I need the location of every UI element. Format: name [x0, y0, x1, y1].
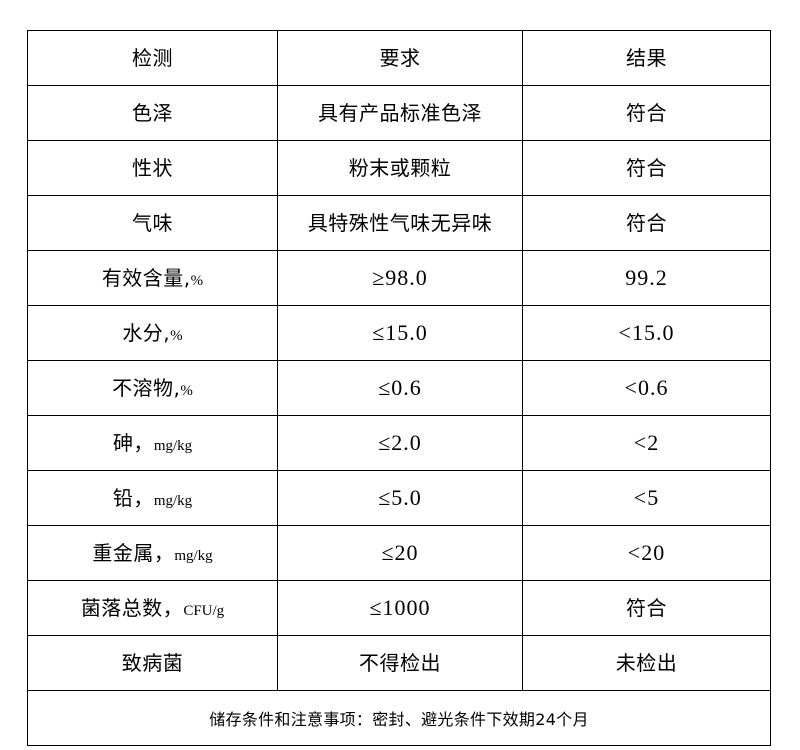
- item-label: 气味: [132, 210, 173, 235]
- result-value: <20: [627, 540, 666, 566]
- cell-requirement: ≤20: [277, 525, 523, 581]
- item-label: 水分,: [122, 320, 171, 345]
- cell-item: 砷，mg/kg: [27, 415, 278, 471]
- column-header-result: 结果: [522, 30, 771, 86]
- cell-result: <5: [522, 470, 771, 526]
- table-header-row: 检测 要求 结果: [27, 30, 771, 86]
- table-body: 色泽 具有产品标准色泽 符合 性状 粉末或颗粒 符合 气味 具特殊性气味无异味 符合 有效含量,%…: [27, 85, 771, 691]
- cell-requirement: ≤15.0: [277, 305, 523, 361]
- item-label: 重金属，: [92, 540, 175, 565]
- cell-item: 致病菌: [27, 635, 278, 691]
- cell-item: 有效含量,%: [27, 250, 278, 306]
- result-value: <5: [633, 485, 660, 511]
- cell-result: 符合: [522, 140, 771, 196]
- requirement-value: 不得检出: [359, 650, 441, 675]
- table-row: 色泽 具有产品标准色泽 符合: [27, 85, 771, 141]
- cell-requirement: 具特殊性气味无异味: [277, 195, 523, 251]
- cell-result: 符合: [522, 580, 771, 636]
- table-row: 有效含量,% ≥98.0 99.2: [27, 250, 771, 306]
- table-row: 菌落总数，CFU/g ≤1000 符合: [27, 580, 771, 636]
- table-row: 水分,% ≤15.0 <15.0: [27, 305, 771, 361]
- requirement-value: ≤1000: [369, 595, 431, 621]
- requirement-value: 粉末或颗粒: [348, 155, 452, 180]
- item-label: 砷，: [112, 430, 154, 455]
- table-row: 性状 粉末或颗粒 符合: [27, 140, 771, 196]
- result-value: 未检出: [615, 650, 678, 675]
- item-label: 致病菌: [121, 650, 184, 675]
- requirement-value: ≤0.6: [378, 375, 422, 401]
- result-value: 符合: [626, 155, 667, 180]
- requirement-value: ≤15.0: [372, 320, 428, 346]
- cell-result: <2: [522, 415, 771, 471]
- column-header-item: 检测: [27, 30, 278, 86]
- cell-result: <15.0: [522, 305, 771, 361]
- result-value: <0.6: [624, 375, 669, 401]
- result-value: <2: [633, 430, 660, 456]
- cell-item: 性状: [27, 140, 278, 196]
- table-row: 砷，mg/kg ≤2.0 <2: [27, 415, 771, 471]
- cell-result: <0.6: [522, 360, 771, 416]
- cell-requirement: ≤0.6: [277, 360, 523, 416]
- cell-result: 99.2: [522, 250, 771, 306]
- item-unit: %: [170, 327, 183, 344]
- table-row: 气味 具特殊性气味无异味 符合: [27, 195, 771, 251]
- requirement-value: ≤20: [381, 540, 419, 566]
- table-row: 致病菌 不得检出 未检出: [27, 635, 771, 691]
- item-label: 色泽: [132, 100, 173, 125]
- product-specification-table: 检测 要求 结果 色泽 具有产品标准色泽 符合 性状 粉末或颗粒 符合 气味 具特殊性气味无异…: [27, 30, 771, 746]
- cell-result: 未检出: [522, 635, 771, 691]
- cell-requirement: 不得检出: [277, 635, 523, 691]
- cell-requirement: ≥98.0: [277, 250, 523, 306]
- cell-item: 气味: [27, 195, 278, 251]
- cell-requirement: ≤5.0: [277, 470, 523, 526]
- cell-item: 铅，mg/kg: [27, 470, 278, 526]
- spec-table-container: 检测 要求 结果 色泽 具有产品标准色泽 符合 性状 粉末或颗粒 符合 气味 具特殊性气味无异…: [27, 30, 771, 746]
- item-label: 铅，: [112, 485, 154, 510]
- table-row: 铅，mg/kg ≤5.0 <5: [27, 470, 771, 526]
- table-header: 检测 要求 结果: [27, 30, 771, 86]
- cell-requirement: 具有产品标准色泽: [277, 85, 523, 141]
- item-unit: %: [180, 382, 193, 399]
- cell-result: 符合: [522, 195, 771, 251]
- column-header-requirement: 要求: [277, 30, 523, 86]
- requirement-value: 具特殊性气味无异味: [307, 210, 493, 235]
- cell-requirement: 粉末或颗粒: [277, 140, 523, 196]
- requirement-value: ≥98.0: [372, 265, 428, 291]
- cell-item: 重金属，mg/kg: [27, 525, 278, 581]
- cell-requirement: ≤1000: [277, 580, 523, 636]
- requirement-value: 具有产品标准色泽: [318, 100, 482, 125]
- cell-requirement: ≤2.0: [277, 415, 523, 471]
- item-unit: mg/kg: [153, 437, 193, 454]
- cell-item: 菌落总数，CFU/g: [27, 580, 278, 636]
- footer-row: 储存条件和注意事项：密封、避光条件下效期24个月: [27, 690, 771, 746]
- item-unit: mg/kg: [174, 547, 213, 564]
- table-row: 重金属，mg/kg ≤20 <20: [27, 525, 771, 581]
- item-unit: %: [190, 272, 204, 289]
- requirement-value: ≤5.0: [378, 485, 422, 511]
- result-value: 99.2: [625, 265, 668, 291]
- result-value: 符合: [626, 210, 667, 235]
- item-unit: CFU/g: [183, 602, 225, 619]
- item-label: 菌落总数，: [80, 595, 184, 620]
- cell-item: 色泽: [27, 85, 278, 141]
- result-value: 符合: [626, 100, 667, 125]
- cell-item: 不溶物,%: [27, 360, 278, 416]
- storage-conditions-note: 储存条件和注意事项：密封、避光条件下效期24个月: [27, 690, 771, 746]
- item-label: 性状: [132, 155, 173, 180]
- cell-result: <20: [522, 525, 771, 581]
- table-row: 不溶物,% ≤0.6 <0.6: [27, 360, 771, 416]
- cell-item: 水分,%: [27, 305, 278, 361]
- item-unit: mg/kg: [153, 492, 193, 509]
- table-footer: 储存条件和注意事项：密封、避光条件下效期24个月: [27, 690, 771, 746]
- result-value: <15.0: [618, 320, 675, 346]
- item-label: 有效含量,: [101, 265, 191, 290]
- requirement-value: ≤2.0: [378, 430, 422, 456]
- item-label: 不溶物,: [112, 375, 181, 400]
- cell-result: 符合: [522, 85, 771, 141]
- result-value: 符合: [626, 595, 667, 620]
